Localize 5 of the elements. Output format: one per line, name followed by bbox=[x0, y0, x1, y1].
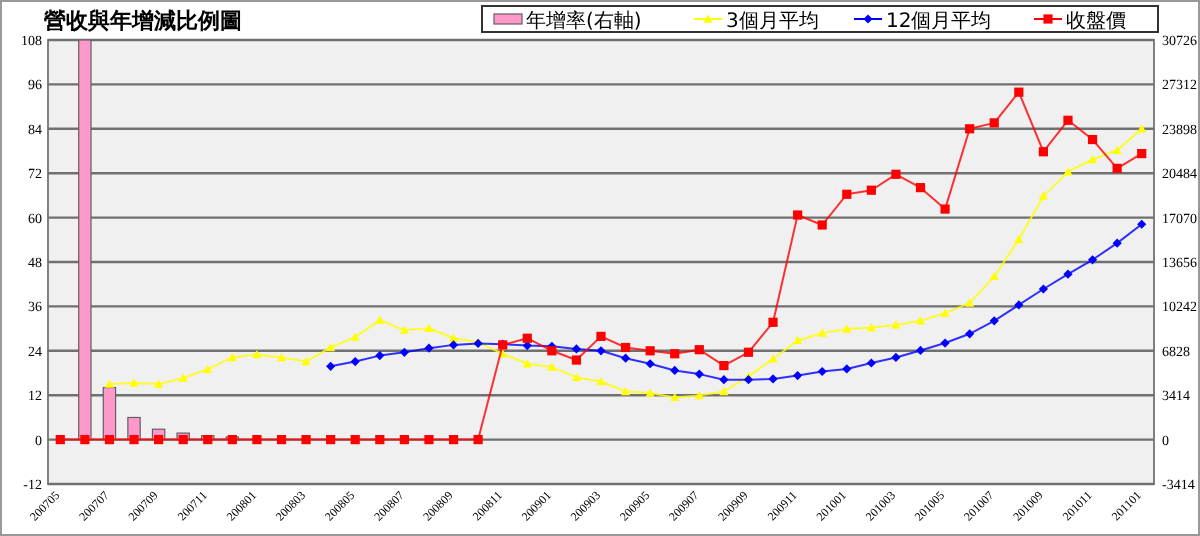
chart-title: 營收與年增減比例圖 bbox=[44, 8, 242, 34]
legend-label: 3個月平均 bbox=[726, 9, 819, 33]
legend-label: 年增率(右軸) bbox=[526, 9, 642, 33]
legend-label: 12個月平均 bbox=[886, 9, 992, 33]
legend-label: 收盤價 bbox=[1066, 9, 1126, 33]
